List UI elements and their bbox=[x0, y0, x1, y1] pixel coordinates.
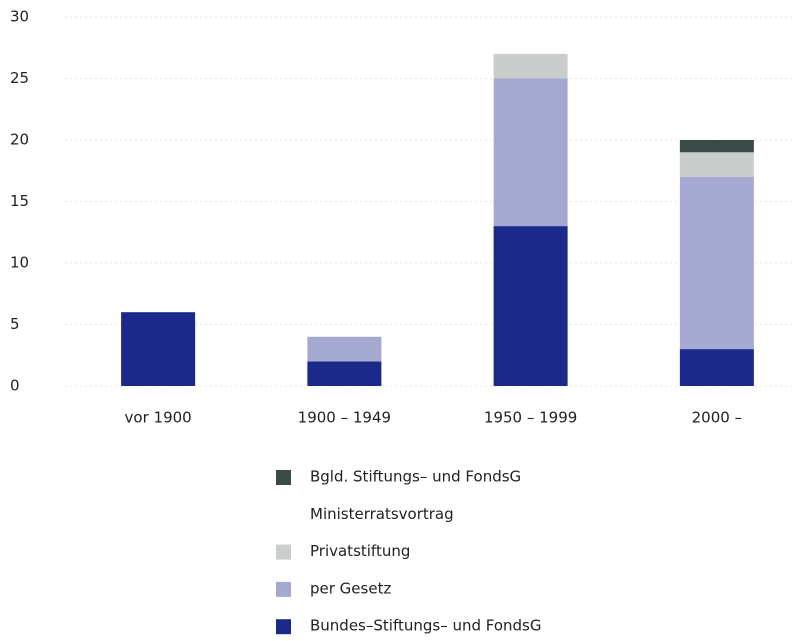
bar-segment bbox=[679, 349, 754, 386]
bar-segment bbox=[307, 336, 382, 362]
y-tick-label: 0 bbox=[10, 377, 20, 395]
y-tick-label: 5 bbox=[10, 315, 20, 333]
legend-swatch bbox=[276, 581, 291, 597]
bar-segment bbox=[679, 140, 754, 153]
legend-label: Privatstiftung bbox=[310, 542, 410, 560]
legend-swatch bbox=[276, 470, 291, 485]
legend-swatch bbox=[276, 544, 291, 560]
y-tick-label: 15 bbox=[10, 192, 29, 210]
y-tick-label: 30 bbox=[10, 8, 29, 26]
legend-label: per Gesetz bbox=[310, 579, 391, 597]
legend-swatch bbox=[276, 619, 291, 635]
legend-label: Bgld. Stiftungs– und FondsG bbox=[310, 468, 521, 486]
bar-segment bbox=[493, 53, 568, 79]
y-tick-label: 20 bbox=[10, 131, 29, 149]
x-tick-label: 2000 – bbox=[692, 409, 742, 427]
bar-segment bbox=[679, 176, 754, 350]
legend-label: Ministerratsvortrag bbox=[310, 505, 454, 523]
bar-segment bbox=[493, 78, 568, 227]
y-tick-label: 25 bbox=[10, 69, 29, 87]
x-tick-label: 1900 – 1949 bbox=[298, 409, 391, 427]
bar-segment bbox=[307, 361, 382, 386]
y-tick-label: 10 bbox=[10, 254, 29, 272]
legend-label: Bundes–Stiftungs– und FondsG bbox=[310, 617, 542, 635]
legend-swatch bbox=[276, 507, 291, 523]
bar-segment bbox=[121, 312, 196, 386]
x-tick-label: vor 1900 bbox=[125, 409, 192, 427]
x-tick-label: 1950 – 1999 bbox=[484, 409, 577, 427]
bar-segment bbox=[493, 226, 568, 386]
bar-segment bbox=[679, 152, 754, 177]
